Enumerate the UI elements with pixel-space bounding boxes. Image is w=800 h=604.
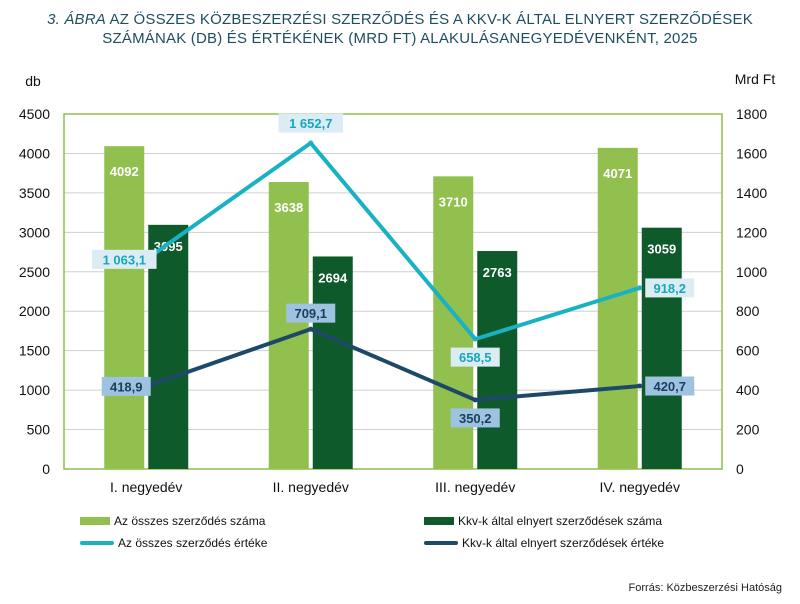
point-total-value — [637, 285, 643, 291]
y-left-tick-label: 2000 — [19, 303, 50, 319]
data-label-total-value: 1 652,7 — [289, 116, 332, 131]
data-label-total-value: 918,2 — [653, 281, 686, 296]
y-left-tick-label: 3500 — [19, 185, 50, 201]
data-label-box-total-value — [91, 249, 157, 269]
point-total-value — [472, 336, 478, 342]
legend-swatch-kkv-count — [424, 517, 454, 525]
legend-swatch-total-count — [80, 517, 110, 525]
data-label-kkv-value: 709,1 — [294, 306, 327, 321]
y-right-tick-label: 600 — [736, 343, 760, 359]
bar-total-count — [597, 147, 638, 470]
bar-label-total-count: 4071 — [603, 166, 632, 181]
y-right-tick-label: 1200 — [736, 224, 767, 240]
y-right-tick-label: 400 — [736, 382, 760, 398]
bar-label-kkv-count: 2763 — [483, 265, 512, 280]
title-line1: AZ ÖSSZES KÖZBESZERZÉSI SZERZŐDÉS ÉS A K… — [106, 11, 753, 28]
data-label-box-kkv-value — [450, 408, 500, 428]
data-label-kkv-value: 418,9 — [110, 379, 143, 394]
data-label-box-total-value — [278, 113, 344, 133]
legend-label-kkv-value: Kkv-k által elnyert szerződések értéke — [462, 536, 665, 550]
data-label-box-total-value — [645, 278, 695, 298]
legend-label-total-value: Az összes szerződés értéke — [118, 536, 268, 550]
y-left-tick-label: 0 — [42, 461, 50, 477]
data-label-box-kkv-value — [101, 376, 151, 396]
legend-item-total-value: Az összes szerződés értéke — [80, 536, 267, 550]
x-tick-label: III. negyedév — [435, 479, 515, 495]
data-label-box-kkv-value — [286, 303, 336, 323]
legend-label-total-count: Az összes szerződés száma — [114, 514, 266, 528]
bar-total-count — [104, 146, 145, 470]
plot-frame — [63, 113, 723, 470]
data-label-kkv-value: 350,2 — [459, 411, 492, 426]
y-left-tick-label: 2500 — [19, 264, 50, 280]
x-tick-label: I. negyedév — [110, 479, 182, 495]
data-label-box-kkv-value — [645, 376, 695, 396]
line-total-value — [144, 141, 642, 342]
data-label-total-value: 1 063,1 — [103, 252, 146, 267]
data-label-box-total-value — [450, 347, 500, 367]
legend-swatch-kkv-value — [424, 541, 458, 545]
y-right-tick-label: 0 — [736, 461, 744, 477]
source-note: Forrás: Közbeszerzési Hatóság — [628, 582, 782, 594]
bar-label-total-count: 3638 — [274, 200, 303, 215]
y-right-tick-label: 200 — [736, 422, 760, 438]
y-left-axis-title: db — [25, 73, 41, 89]
bar-label-kkv-count: 2694 — [318, 270, 348, 285]
legend-item-kkv-value: Kkv-k által elnyert szerződések értéke — [424, 536, 664, 550]
point-kkv-value — [308, 326, 314, 332]
y-left-tick-label: 3000 — [19, 224, 50, 240]
bar-total-count — [268, 182, 309, 469]
chart-title: 3. ÁBRA AZ ÖSSZES KÖZBESZERZÉSI SZERZŐDÉ… — [20, 10, 780, 48]
point-kkv-value — [472, 397, 478, 403]
y-right-tick-label: 1600 — [736, 145, 767, 161]
legend-swatch-total-value — [80, 541, 114, 545]
y-right-axis-title: Mrd Ft — [735, 71, 776, 87]
y-right-tick-label: 1800 — [736, 106, 767, 122]
title-prefix: 3. ÁBRA — [47, 11, 107, 28]
line-kkv-value — [144, 327, 642, 402]
x-tick-label: IV. negyedév — [600, 479, 680, 495]
bar-label-total-count: 4092 — [110, 164, 139, 179]
bar-kkv-count — [641, 227, 682, 469]
point-total-value — [308, 140, 314, 146]
y-left-tick-label: 1000 — [19, 382, 50, 398]
legend-item-total-count: Az összes szerződés száma — [80, 514, 265, 528]
y-right-tick-label: 1400 — [736, 185, 767, 201]
point-kkv-value — [637, 383, 643, 389]
y-left-tick-label: 500 — [27, 422, 51, 438]
y-right-tick-label: 1000 — [736, 264, 767, 280]
x-tick-label: II. negyedév — [273, 479, 349, 495]
y-left-tick-label: 4500 — [19, 106, 50, 122]
data-label-kkv-value: 420,7 — [653, 379, 686, 394]
title-line2: SZÁMÁNAK (DB) ÉS ÉRTÉKÉNEK (MRD FT) ALAK… — [102, 30, 698, 47]
data-label-total-value: 658,5 — [459, 350, 492, 365]
y-left-tick-label: 4000 — [19, 145, 50, 161]
bar-label-kkv-count: 3059 — [647, 242, 676, 257]
bar-label-total-count: 3710 — [439, 194, 468, 209]
legend-label-kkv-count: Kkv-k által elnyert szerződések száma — [458, 514, 663, 528]
y-right-tick-label: 800 — [736, 303, 760, 319]
y-left-tick-label: 1500 — [19, 343, 50, 359]
legend-item-kkv-count: Kkv-k által elnyert szerződések száma — [424, 514, 662, 528]
bar-kkv-count — [312, 256, 353, 469]
